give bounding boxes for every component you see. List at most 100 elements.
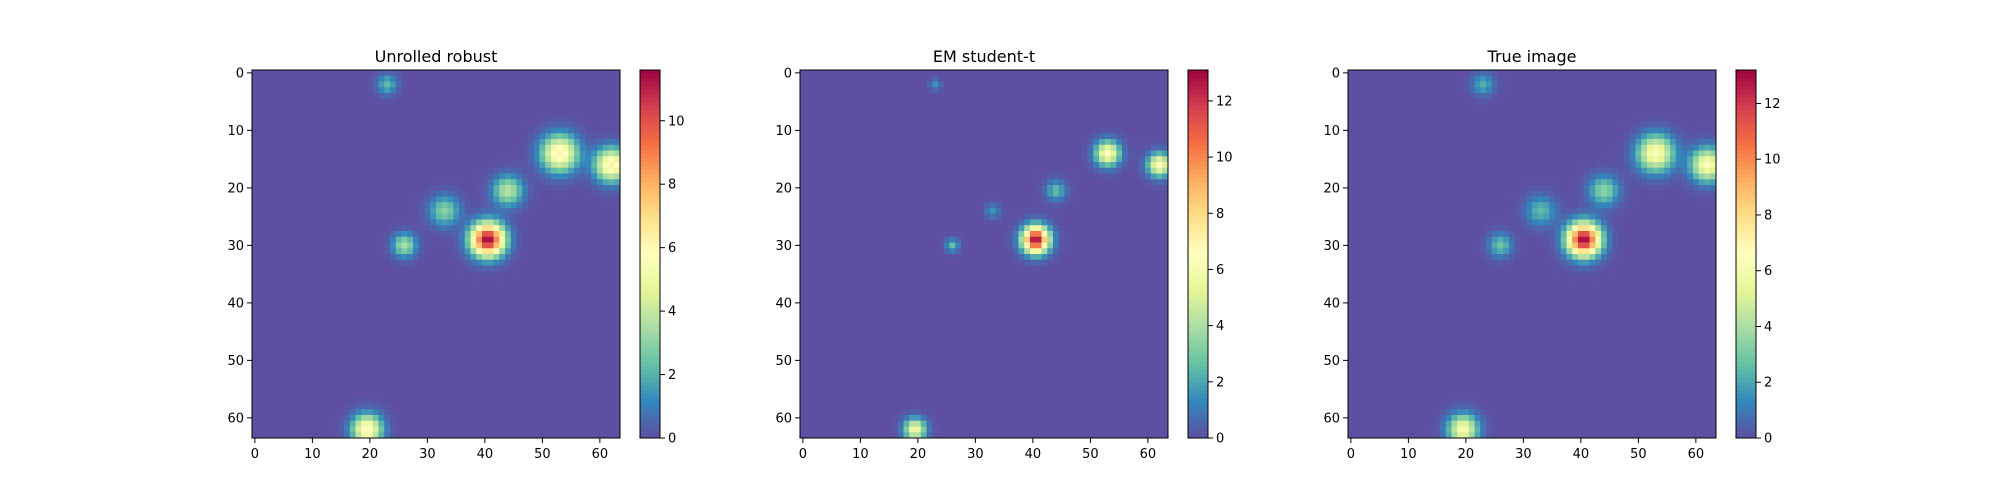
heatmap-cell — [430, 374, 437, 381]
heatmap-cell — [303, 173, 310, 180]
heatmap-cell — [505, 265, 512, 272]
heatmap-cell — [372, 409, 379, 416]
heatmap-cell — [453, 179, 460, 186]
heatmap-cell — [424, 426, 431, 433]
colorbar-tick-label: 8 — [668, 178, 676, 193]
heatmap-cell — [579, 185, 586, 192]
heatmap-cell — [1041, 133, 1048, 140]
heatmap-cell — [915, 70, 922, 77]
heatmap-cell — [545, 277, 552, 284]
heatmap-cell — [372, 173, 379, 180]
heatmap-cell — [528, 231, 535, 238]
heatmap-cell — [602, 397, 609, 404]
heatmap-cell — [315, 185, 322, 192]
heatmap-cell — [447, 265, 454, 272]
heatmap-cell — [522, 144, 529, 151]
heatmap-cell — [608, 173, 615, 180]
heatmap-cell — [315, 300, 322, 307]
heatmap-cell — [453, 75, 460, 82]
heatmap-cell — [539, 397, 546, 404]
heatmap-cell — [597, 363, 604, 370]
heatmap-cell — [390, 265, 397, 272]
heatmap-cell — [441, 110, 448, 117]
heatmap-cell — [989, 121, 996, 128]
heatmap-cell — [1099, 116, 1106, 123]
heatmap-cell — [857, 121, 864, 128]
heatmap-cell — [344, 282, 351, 289]
heatmap-cell — [338, 271, 345, 278]
heatmap-cell — [516, 213, 523, 220]
heatmap-cell — [551, 409, 558, 416]
heatmap-cell — [326, 179, 333, 186]
heatmap-cell — [1104, 116, 1111, 123]
heatmap-cell — [436, 75, 443, 82]
heatmap-cell — [585, 271, 592, 278]
heatmap-cell — [395, 104, 402, 111]
heatmap-cell — [344, 110, 351, 117]
heatmap-cell — [539, 156, 546, 163]
heatmap-cell — [1058, 104, 1065, 111]
heatmap-cell — [528, 70, 535, 77]
heatmap-cell — [326, 190, 333, 197]
heatmap-cell — [453, 231, 460, 238]
heatmap-cell — [476, 300, 483, 307]
heatmap-cell — [602, 288, 609, 295]
heatmap-cell — [401, 139, 408, 146]
heatmap-cell — [528, 121, 535, 128]
heatmap-cell — [851, 98, 858, 105]
heatmap-cell — [395, 282, 402, 289]
heatmap-cell — [257, 150, 264, 157]
heatmap-cell — [614, 202, 621, 209]
heatmap-cell — [407, 139, 414, 146]
heatmap-cell — [579, 351, 586, 358]
heatmap-cell — [315, 179, 322, 186]
heatmap-cell — [407, 334, 414, 341]
heatmap-cell — [269, 294, 276, 301]
heatmap-cell — [574, 116, 581, 123]
heatmap-cell — [378, 70, 385, 77]
heatmap-cell — [487, 305, 494, 312]
heatmap-cell — [892, 75, 899, 82]
heatmap-cell — [510, 162, 517, 169]
x-tick-label: 40 — [477, 447, 494, 462]
heatmap-cell — [286, 374, 293, 381]
heatmap-cell — [309, 351, 316, 358]
heatmap-cell — [510, 323, 517, 330]
heatmap-cell — [591, 116, 598, 123]
heatmap-cell — [989, 70, 996, 77]
heatmap-cell — [470, 236, 477, 243]
heatmap-cell — [1156, 81, 1163, 88]
heatmap-cell — [384, 104, 391, 111]
heatmap-cell — [470, 386, 477, 393]
heatmap-cell — [344, 236, 351, 243]
heatmap-cell — [1047, 116, 1054, 123]
heatmap-cell — [1041, 127, 1048, 134]
heatmap-cell — [407, 340, 414, 347]
heatmap-cell — [516, 127, 523, 134]
heatmap-cell — [846, 70, 853, 77]
heatmap-cell — [805, 81, 812, 88]
heatmap-cell — [943, 98, 950, 105]
heatmap-cell — [949, 70, 956, 77]
heatmap-cell — [280, 340, 287, 347]
heatmap-cell — [470, 213, 477, 220]
heatmap-cell — [470, 75, 477, 82]
heatmap-cell — [464, 236, 471, 243]
heatmap-cell — [321, 208, 328, 215]
heatmap-cell — [459, 288, 466, 295]
heatmap-cell — [447, 208, 454, 215]
heatmap-cell — [585, 156, 592, 163]
heatmap-cell — [597, 271, 604, 278]
heatmap-cell — [436, 259, 443, 266]
heatmap-cell — [453, 93, 460, 100]
heatmap-cell — [602, 162, 609, 169]
heatmap-cell — [476, 225, 483, 232]
heatmap-cell — [315, 208, 322, 215]
heatmap-cell — [528, 156, 535, 163]
heatmap-cell — [367, 242, 374, 249]
heatmap-cell — [384, 374, 391, 381]
heatmap-cell — [568, 173, 575, 180]
heatmap-cell — [424, 254, 431, 261]
heatmap-cell — [303, 340, 310, 347]
heatmap-cell — [292, 328, 299, 335]
